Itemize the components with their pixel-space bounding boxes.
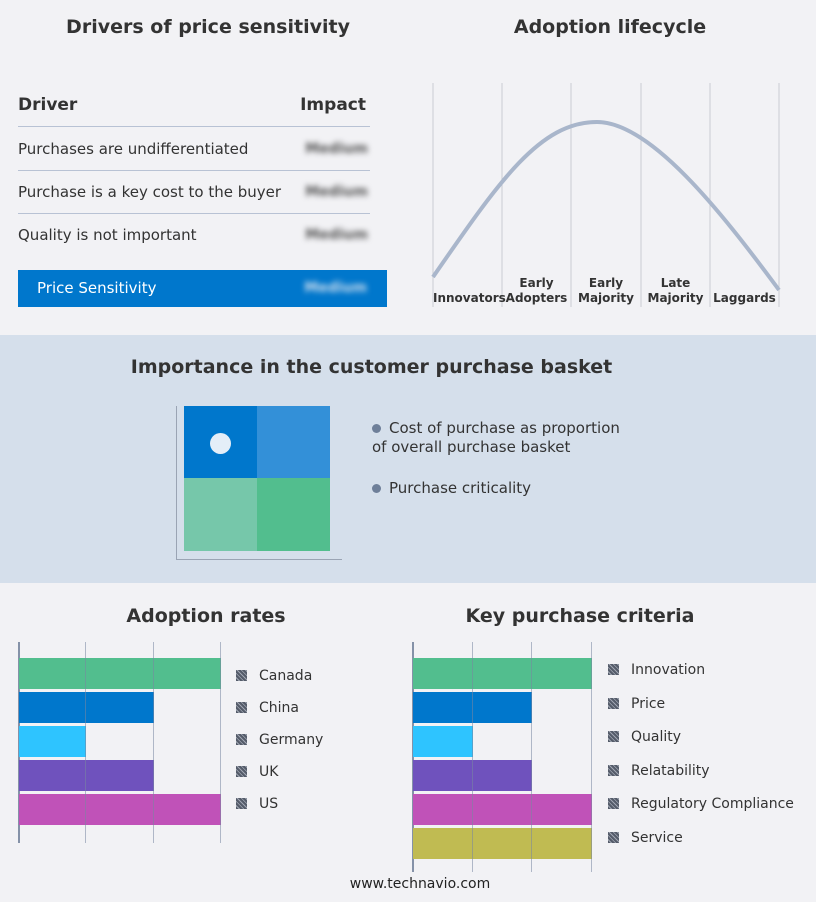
stage-label: Laggards bbox=[713, 291, 776, 305]
kpc-title: Key purchase criteria bbox=[465, 605, 695, 627]
legend-swatch-icon bbox=[236, 702, 247, 713]
bar-regulatory-compliance bbox=[413, 794, 592, 825]
legend-swatch-icon bbox=[608, 731, 619, 742]
driver-impact: Medium bbox=[305, 184, 368, 200]
bar-canada bbox=[19, 658, 221, 689]
footer-url: www.technavio.com bbox=[349, 876, 491, 892]
basket-title: Importance in the customer purchase bask… bbox=[130, 356, 613, 378]
lifecycle-chart bbox=[431, 83, 781, 307]
bar-uk bbox=[19, 760, 154, 791]
bar-price bbox=[413, 692, 533, 723]
stage-label: Early Majority bbox=[578, 276, 634, 305]
legend-item: Regulatory Compliance bbox=[608, 796, 794, 812]
legend-swatch-icon bbox=[236, 670, 247, 681]
bar-china bbox=[19, 692, 154, 723]
legend-item: Quality bbox=[608, 729, 681, 745]
stage-label: Early Adopters bbox=[505, 276, 568, 305]
driver-name: Quality is not important bbox=[18, 226, 197, 244]
driver-impact: Medium bbox=[305, 227, 368, 243]
legend-item: UK bbox=[236, 764, 278, 780]
legend-swatch-icon bbox=[236, 798, 247, 809]
driver-impact: Medium bbox=[305, 141, 368, 157]
summary-impact: Medium bbox=[304, 280, 367, 296]
drivers-title: Drivers of price sensitivity bbox=[66, 16, 350, 38]
legend-item: Price bbox=[608, 696, 665, 712]
driver-row: Quality is not important Medium bbox=[18, 214, 370, 257]
quadrant-br bbox=[257, 478, 330, 551]
legend-swatch-icon bbox=[236, 766, 247, 777]
legend-item: Germany bbox=[236, 732, 323, 748]
driver-row: Purchases are undifferentiated Medium bbox=[18, 128, 370, 171]
gridline bbox=[531, 642, 533, 872]
y-axis bbox=[412, 642, 414, 872]
bar-us bbox=[19, 794, 221, 825]
adoption-curve bbox=[431, 119, 781, 292]
drivers-header: Driver Impact bbox=[18, 84, 370, 127]
legend-item: China bbox=[236, 700, 299, 716]
stage-label: Innovators bbox=[433, 291, 506, 305]
driver-row: Purchase is a key cost to the buyer Mediu… bbox=[18, 171, 370, 214]
bar-innovation bbox=[413, 658, 592, 689]
gridline bbox=[85, 642, 87, 843]
bar-germany bbox=[19, 726, 87, 757]
legend-swatch-icon bbox=[608, 798, 619, 809]
gridline bbox=[591, 642, 592, 872]
bar-service bbox=[413, 828, 592, 859]
legend-swatch-icon bbox=[236, 734, 247, 745]
legend-swatch-icon bbox=[608, 664, 619, 675]
legend-item: Innovation bbox=[608, 662, 705, 678]
legend-item: US bbox=[236, 796, 278, 812]
stage-label: Late Majority bbox=[647, 276, 704, 305]
bar-quality bbox=[413, 726, 473, 757]
basket-legend-0: Cost of purchase as proportion of overal… bbox=[372, 419, 620, 456]
basket-legend-1: Purchase criticality bbox=[372, 479, 531, 497]
impact-col-header: Impact bbox=[300, 95, 366, 115]
driver-name: Purchases are undifferentiated bbox=[18, 140, 249, 158]
adoption-rates-title: Adoption rates bbox=[126, 605, 286, 627]
legend-swatch-icon bbox=[608, 697, 619, 709]
quadrant-bl bbox=[184, 478, 257, 551]
gridline bbox=[152, 642, 154, 843]
summary-label: Price Sensitivity bbox=[37, 279, 157, 297]
gridline bbox=[220, 642, 221, 843]
legend-swatch-icon bbox=[608, 831, 619, 843]
legend-item: Relatability bbox=[608, 763, 710, 779]
legend-swatch-icon bbox=[608, 764, 619, 776]
position-marker bbox=[210, 433, 231, 454]
lifecycle-title: Adoption lifecycle bbox=[513, 16, 707, 38]
basket-section bbox=[0, 335, 816, 583]
gridline bbox=[471, 642, 473, 872]
price-sensitivity-summary: Price Sensitivity Medium bbox=[18, 270, 387, 307]
driver-name: Purchase is a key cost to the buyer bbox=[18, 183, 282, 201]
quadrant-tr bbox=[257, 406, 330, 478]
bar-relatability bbox=[413, 760, 533, 791]
driver-col-header: Driver bbox=[18, 95, 78, 115]
legend-item: Canada bbox=[236, 668, 312, 684]
legend-item: Service bbox=[608, 830, 683, 846]
